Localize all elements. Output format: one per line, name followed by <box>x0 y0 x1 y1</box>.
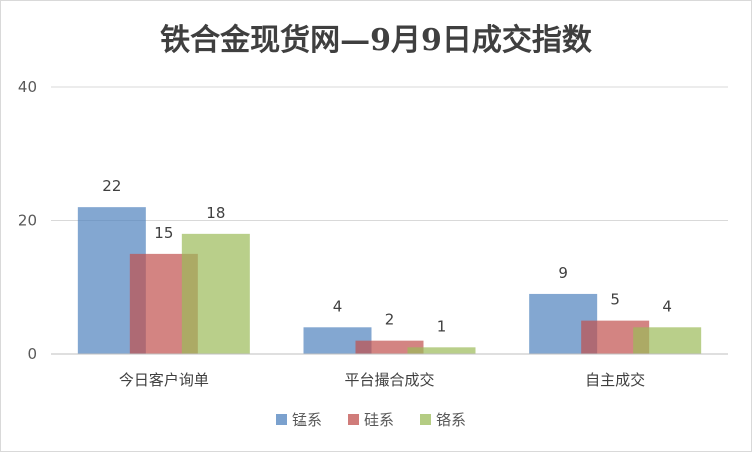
legend-label: 铬系 <box>436 411 466 429</box>
bar-1-1 <box>355 340 424 354</box>
data-label: 18 <box>206 204 225 222</box>
bar-2-2 <box>633 327 702 354</box>
axes: 0 20 40 今日客户询单 平台撮合成交 自主成交 <box>18 78 728 389</box>
data-label: 4 <box>662 297 672 315</box>
legend-label: 硅系 <box>364 411 394 429</box>
bar-0-2 <box>181 233 250 354</box>
data-label: 1 <box>437 317 447 335</box>
data-label: 9 <box>558 264 568 282</box>
data-label: 22 <box>102 177 121 195</box>
legend: 锰系 硅系 铬系 <box>276 411 466 429</box>
legend-swatch <box>348 414 359 425</box>
data-label: 2 <box>385 311 395 329</box>
data-labels: 22 15 18 4 2 1 9 5 4 <box>102 177 672 335</box>
category-label: 自主成交 <box>585 371 645 389</box>
y-tick-label: 40 <box>18 78 37 96</box>
data-label: 15 <box>154 224 173 242</box>
category-label: 平台撮合成交 <box>344 371 434 389</box>
bar-1-2 <box>407 347 476 354</box>
category-label: 今日客户询单 <box>119 371 209 389</box>
y-tick-label: 0 <box>27 345 37 363</box>
legend-label: 锰系 <box>292 411 322 429</box>
chart-title: 铁合金现货网—9月9日成交指数 <box>160 23 592 58</box>
bars <box>77 207 702 354</box>
gridlines <box>51 86 728 221</box>
legend-swatch <box>420 414 431 425</box>
data-label: 4 <box>333 297 343 315</box>
y-tick-label: 20 <box>18 212 37 230</box>
data-label: 5 <box>610 291 620 309</box>
legend-swatch <box>276 414 287 425</box>
